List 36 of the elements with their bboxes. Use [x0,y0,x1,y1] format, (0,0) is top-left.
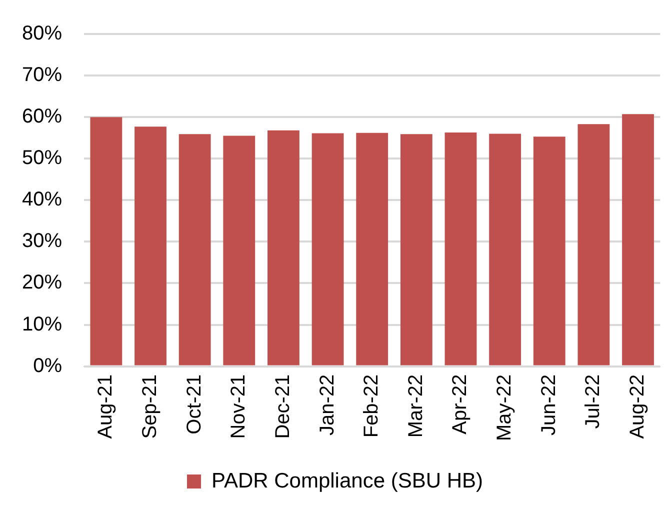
legend-label: PADR Compliance (SBU HB) [211,469,484,492]
y-tick-label: 60% [22,106,62,128]
y-tick-label: 10% [22,313,62,336]
y-tick-label: 70% [22,64,62,86]
bar [578,124,610,366]
x-tick-label: Feb-22 [360,374,383,438]
y-tick-label: 40% [22,188,62,211]
bar [223,136,256,366]
bar [312,133,344,366]
bar [400,134,432,366]
y-tick-label: 20% [22,272,62,294]
bar [533,136,566,366]
x-tick-label: Jun-22 [538,374,560,436]
x-tick-label: Sep-21 [139,374,162,439]
x-tick-label: Aug-22 [626,374,649,439]
y-tick-label: 50% [22,147,62,170]
bar [444,132,477,366]
x-tick-label: Dec-21 [272,374,294,439]
bar [134,126,166,366]
bar [356,132,388,366]
bar [90,117,122,366]
x-tick-label: May-22 [494,374,516,442]
bar [622,114,654,366]
x-tick-label: Apr-22 [449,374,472,434]
bar [268,130,300,366]
bar [178,134,211,366]
y-tick-label: 30% [22,230,62,252]
x-tick-label: Jul-22 [582,374,604,429]
bar [489,134,521,366]
y-tick-label: 0% [33,354,62,377]
x-tick-label: Aug-21 [94,374,117,439]
x-tick-label: Nov-21 [228,374,250,439]
x-tick-label: Mar-22 [404,374,427,438]
x-tick-label: Oct-21 [183,374,206,434]
y-tick-label: 80% [22,22,62,45]
x-tick-label: Jan-22 [316,374,338,436]
